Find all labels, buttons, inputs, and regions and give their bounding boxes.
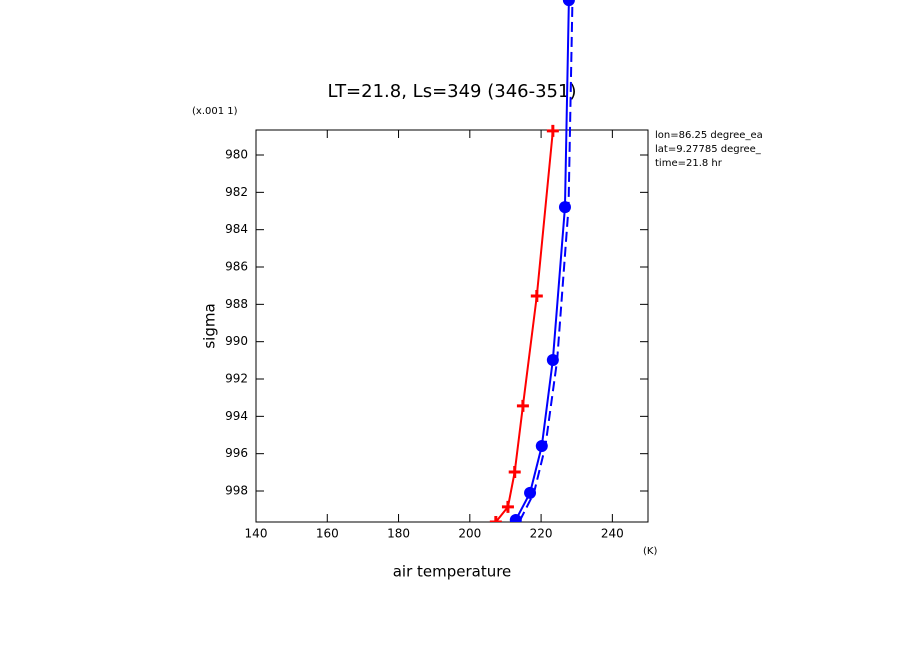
y-tick-label: 998 bbox=[225, 484, 248, 498]
annotation: time=21.8 hr bbox=[655, 158, 723, 169]
y-tick-label: 984 bbox=[225, 222, 248, 236]
plot-frame bbox=[255, 129, 649, 523]
point-marker bbox=[509, 513, 522, 522]
x-tick-label: 220 bbox=[530, 527, 553, 541]
annotation: lat=9.27785 degree_ bbox=[655, 144, 762, 155]
point-marker bbox=[524, 486, 537, 499]
x-tick-label: 200 bbox=[458, 527, 481, 541]
y-tick-label: 986 bbox=[225, 260, 248, 274]
y-tick-label: 980 bbox=[225, 148, 248, 162]
y-tick-label: 996 bbox=[225, 446, 248, 460]
point-marker bbox=[508, 465, 521, 478]
point-marker bbox=[501, 500, 514, 513]
point-marker bbox=[546, 124, 559, 137]
x-tick-label: 140 bbox=[245, 527, 268, 541]
y-tick-label: 988 bbox=[225, 297, 248, 311]
series-line bbox=[495, 130, 554, 522]
x-tick-label: 240 bbox=[601, 527, 624, 541]
y-tick-label: 992 bbox=[225, 372, 248, 386]
x-tick-label: 160 bbox=[316, 527, 339, 541]
y-axis-label: sigma bbox=[201, 303, 219, 348]
plot-area bbox=[489, 0, 575, 522]
annotation: lon=86.25 degree_ea bbox=[655, 130, 763, 141]
y-tick-label: 994 bbox=[225, 409, 248, 423]
point-marker bbox=[516, 399, 529, 412]
x-unit: (K) bbox=[643, 546, 657, 557]
point-marker bbox=[489, 516, 502, 522]
point-marker bbox=[546, 353, 559, 366]
x-axis-label: air temperature bbox=[393, 563, 512, 581]
chart-title: LT=21.8, Ls=349 (346-351) bbox=[328, 81, 577, 102]
y-unit: (x.001 1) bbox=[192, 106, 238, 117]
y-tick-label: 982 bbox=[225, 185, 248, 199]
y-tick-label: 990 bbox=[225, 334, 248, 348]
point-marker bbox=[530, 289, 543, 302]
series-line bbox=[518, 0, 574, 522]
x-tick-label: 180 bbox=[387, 527, 410, 541]
